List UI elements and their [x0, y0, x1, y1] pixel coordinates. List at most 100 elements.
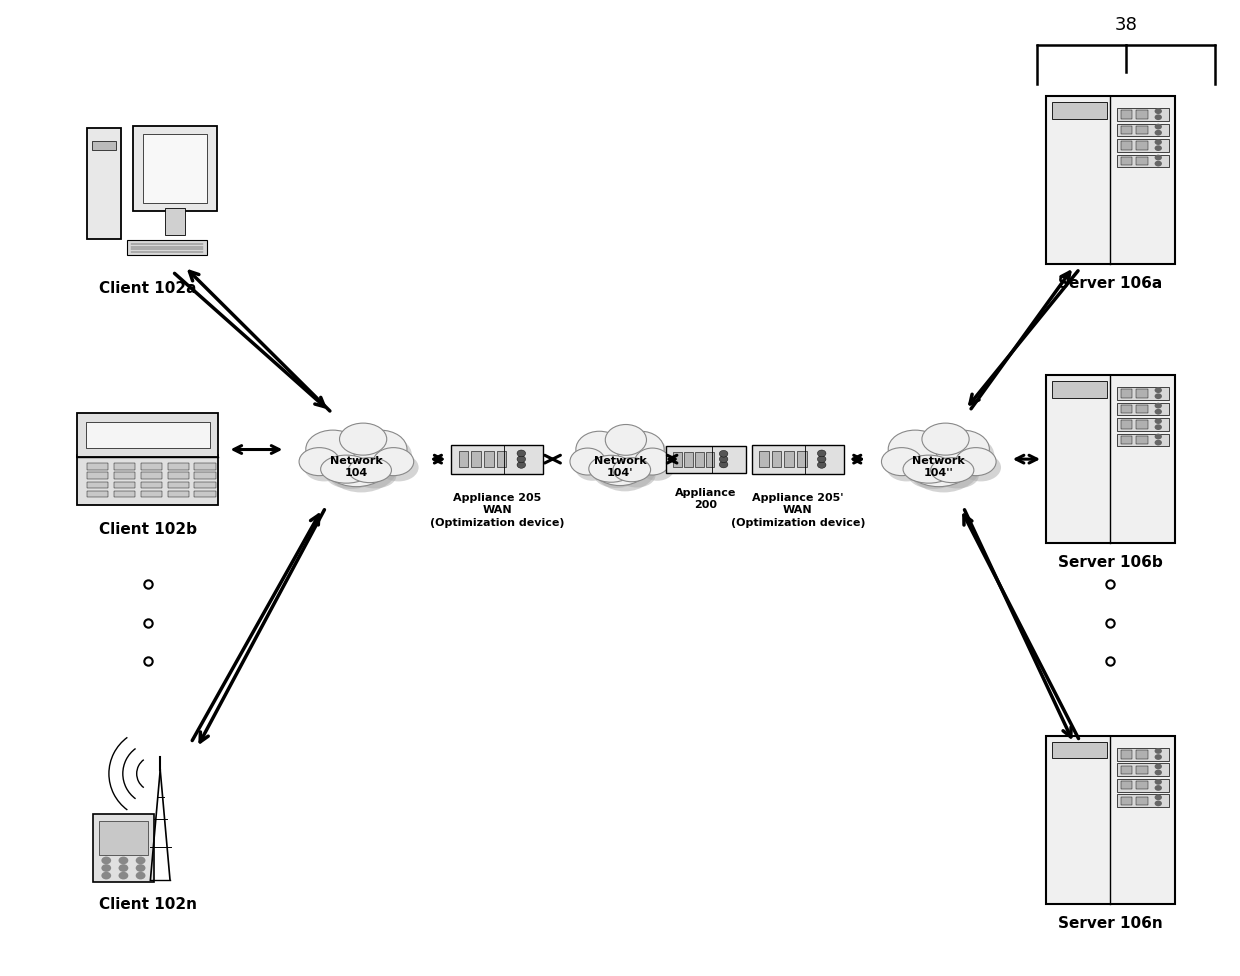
FancyBboxPatch shape: [86, 422, 210, 448]
FancyBboxPatch shape: [114, 472, 135, 479]
Ellipse shape: [340, 424, 387, 455]
Circle shape: [135, 864, 145, 872]
FancyBboxPatch shape: [1136, 142, 1148, 149]
FancyBboxPatch shape: [195, 481, 216, 488]
FancyBboxPatch shape: [167, 472, 188, 479]
Circle shape: [119, 864, 128, 872]
Ellipse shape: [622, 437, 670, 473]
FancyBboxPatch shape: [1136, 157, 1148, 165]
Ellipse shape: [345, 428, 392, 461]
Circle shape: [1154, 425, 1162, 430]
FancyBboxPatch shape: [1121, 126, 1132, 135]
FancyBboxPatch shape: [114, 464, 135, 469]
Ellipse shape: [610, 430, 651, 461]
Ellipse shape: [888, 430, 942, 468]
Ellipse shape: [378, 454, 419, 481]
FancyBboxPatch shape: [87, 128, 122, 238]
Ellipse shape: [306, 430, 360, 468]
Circle shape: [1154, 409, 1162, 415]
FancyBboxPatch shape: [1116, 418, 1168, 431]
Circle shape: [1154, 130, 1162, 136]
Ellipse shape: [594, 461, 639, 488]
FancyBboxPatch shape: [133, 126, 217, 211]
FancyBboxPatch shape: [195, 472, 216, 479]
Ellipse shape: [940, 436, 994, 474]
Circle shape: [1154, 108, 1162, 114]
FancyBboxPatch shape: [759, 451, 769, 468]
FancyBboxPatch shape: [1136, 765, 1148, 774]
Circle shape: [1154, 763, 1162, 769]
FancyBboxPatch shape: [87, 491, 108, 497]
FancyBboxPatch shape: [141, 481, 162, 488]
Text: Network
104': Network 104': [594, 456, 646, 477]
Ellipse shape: [618, 431, 665, 468]
FancyBboxPatch shape: [1116, 779, 1168, 792]
Text: Client 102n: Client 102n: [99, 897, 197, 912]
Circle shape: [1154, 418, 1162, 424]
FancyBboxPatch shape: [696, 452, 703, 467]
Ellipse shape: [593, 438, 657, 491]
Ellipse shape: [589, 455, 634, 482]
FancyBboxPatch shape: [497, 451, 506, 468]
Circle shape: [817, 450, 826, 457]
Circle shape: [102, 864, 112, 872]
Circle shape: [119, 857, 128, 865]
FancyBboxPatch shape: [1121, 765, 1132, 774]
Circle shape: [517, 456, 526, 463]
Text: Appliance
200: Appliance 200: [675, 488, 737, 510]
FancyBboxPatch shape: [87, 481, 108, 488]
Text: Appliance 205
WAN
(Optimization device): Appliance 205 WAN (Optimization device): [430, 493, 564, 528]
Ellipse shape: [931, 458, 973, 483]
FancyBboxPatch shape: [93, 814, 154, 882]
Circle shape: [1154, 785, 1162, 791]
FancyBboxPatch shape: [684, 452, 693, 467]
FancyBboxPatch shape: [1116, 124, 1168, 137]
FancyBboxPatch shape: [114, 481, 135, 488]
Circle shape: [1154, 800, 1162, 806]
Ellipse shape: [961, 454, 1001, 481]
FancyBboxPatch shape: [1116, 139, 1168, 152]
Circle shape: [1154, 154, 1162, 160]
FancyBboxPatch shape: [167, 464, 188, 469]
Ellipse shape: [906, 437, 981, 493]
Ellipse shape: [882, 448, 921, 475]
Circle shape: [719, 450, 728, 457]
FancyBboxPatch shape: [797, 451, 807, 468]
FancyBboxPatch shape: [1047, 375, 1174, 544]
Circle shape: [1154, 124, 1162, 130]
Text: Client 102b: Client 102b: [99, 522, 197, 537]
FancyBboxPatch shape: [484, 451, 494, 468]
Circle shape: [1154, 145, 1162, 151]
FancyBboxPatch shape: [1116, 748, 1168, 761]
Text: Server 106n: Server 106n: [1058, 916, 1163, 931]
FancyBboxPatch shape: [1047, 736, 1174, 904]
Text: Client 102a: Client 102a: [99, 281, 197, 296]
FancyBboxPatch shape: [673, 452, 682, 467]
Circle shape: [719, 461, 728, 468]
FancyBboxPatch shape: [1116, 763, 1168, 776]
Polygon shape: [128, 240, 207, 255]
Polygon shape: [77, 414, 218, 458]
Text: Server 106b: Server 106b: [1058, 555, 1163, 570]
FancyBboxPatch shape: [1136, 405, 1148, 413]
FancyBboxPatch shape: [141, 491, 162, 497]
FancyBboxPatch shape: [785, 451, 794, 468]
FancyBboxPatch shape: [1121, 436, 1132, 444]
FancyBboxPatch shape: [1116, 387, 1168, 400]
Ellipse shape: [319, 431, 393, 487]
FancyBboxPatch shape: [87, 464, 108, 469]
FancyBboxPatch shape: [1136, 751, 1148, 758]
FancyBboxPatch shape: [195, 464, 216, 469]
Ellipse shape: [324, 437, 398, 493]
Ellipse shape: [299, 448, 340, 475]
Ellipse shape: [588, 432, 652, 486]
FancyBboxPatch shape: [1136, 781, 1148, 790]
Ellipse shape: [635, 448, 670, 475]
FancyBboxPatch shape: [1116, 794, 1168, 807]
FancyBboxPatch shape: [1136, 421, 1148, 428]
Circle shape: [1154, 403, 1162, 409]
Ellipse shape: [605, 425, 646, 455]
FancyBboxPatch shape: [1116, 403, 1168, 416]
FancyBboxPatch shape: [1136, 110, 1148, 119]
FancyBboxPatch shape: [114, 491, 135, 497]
